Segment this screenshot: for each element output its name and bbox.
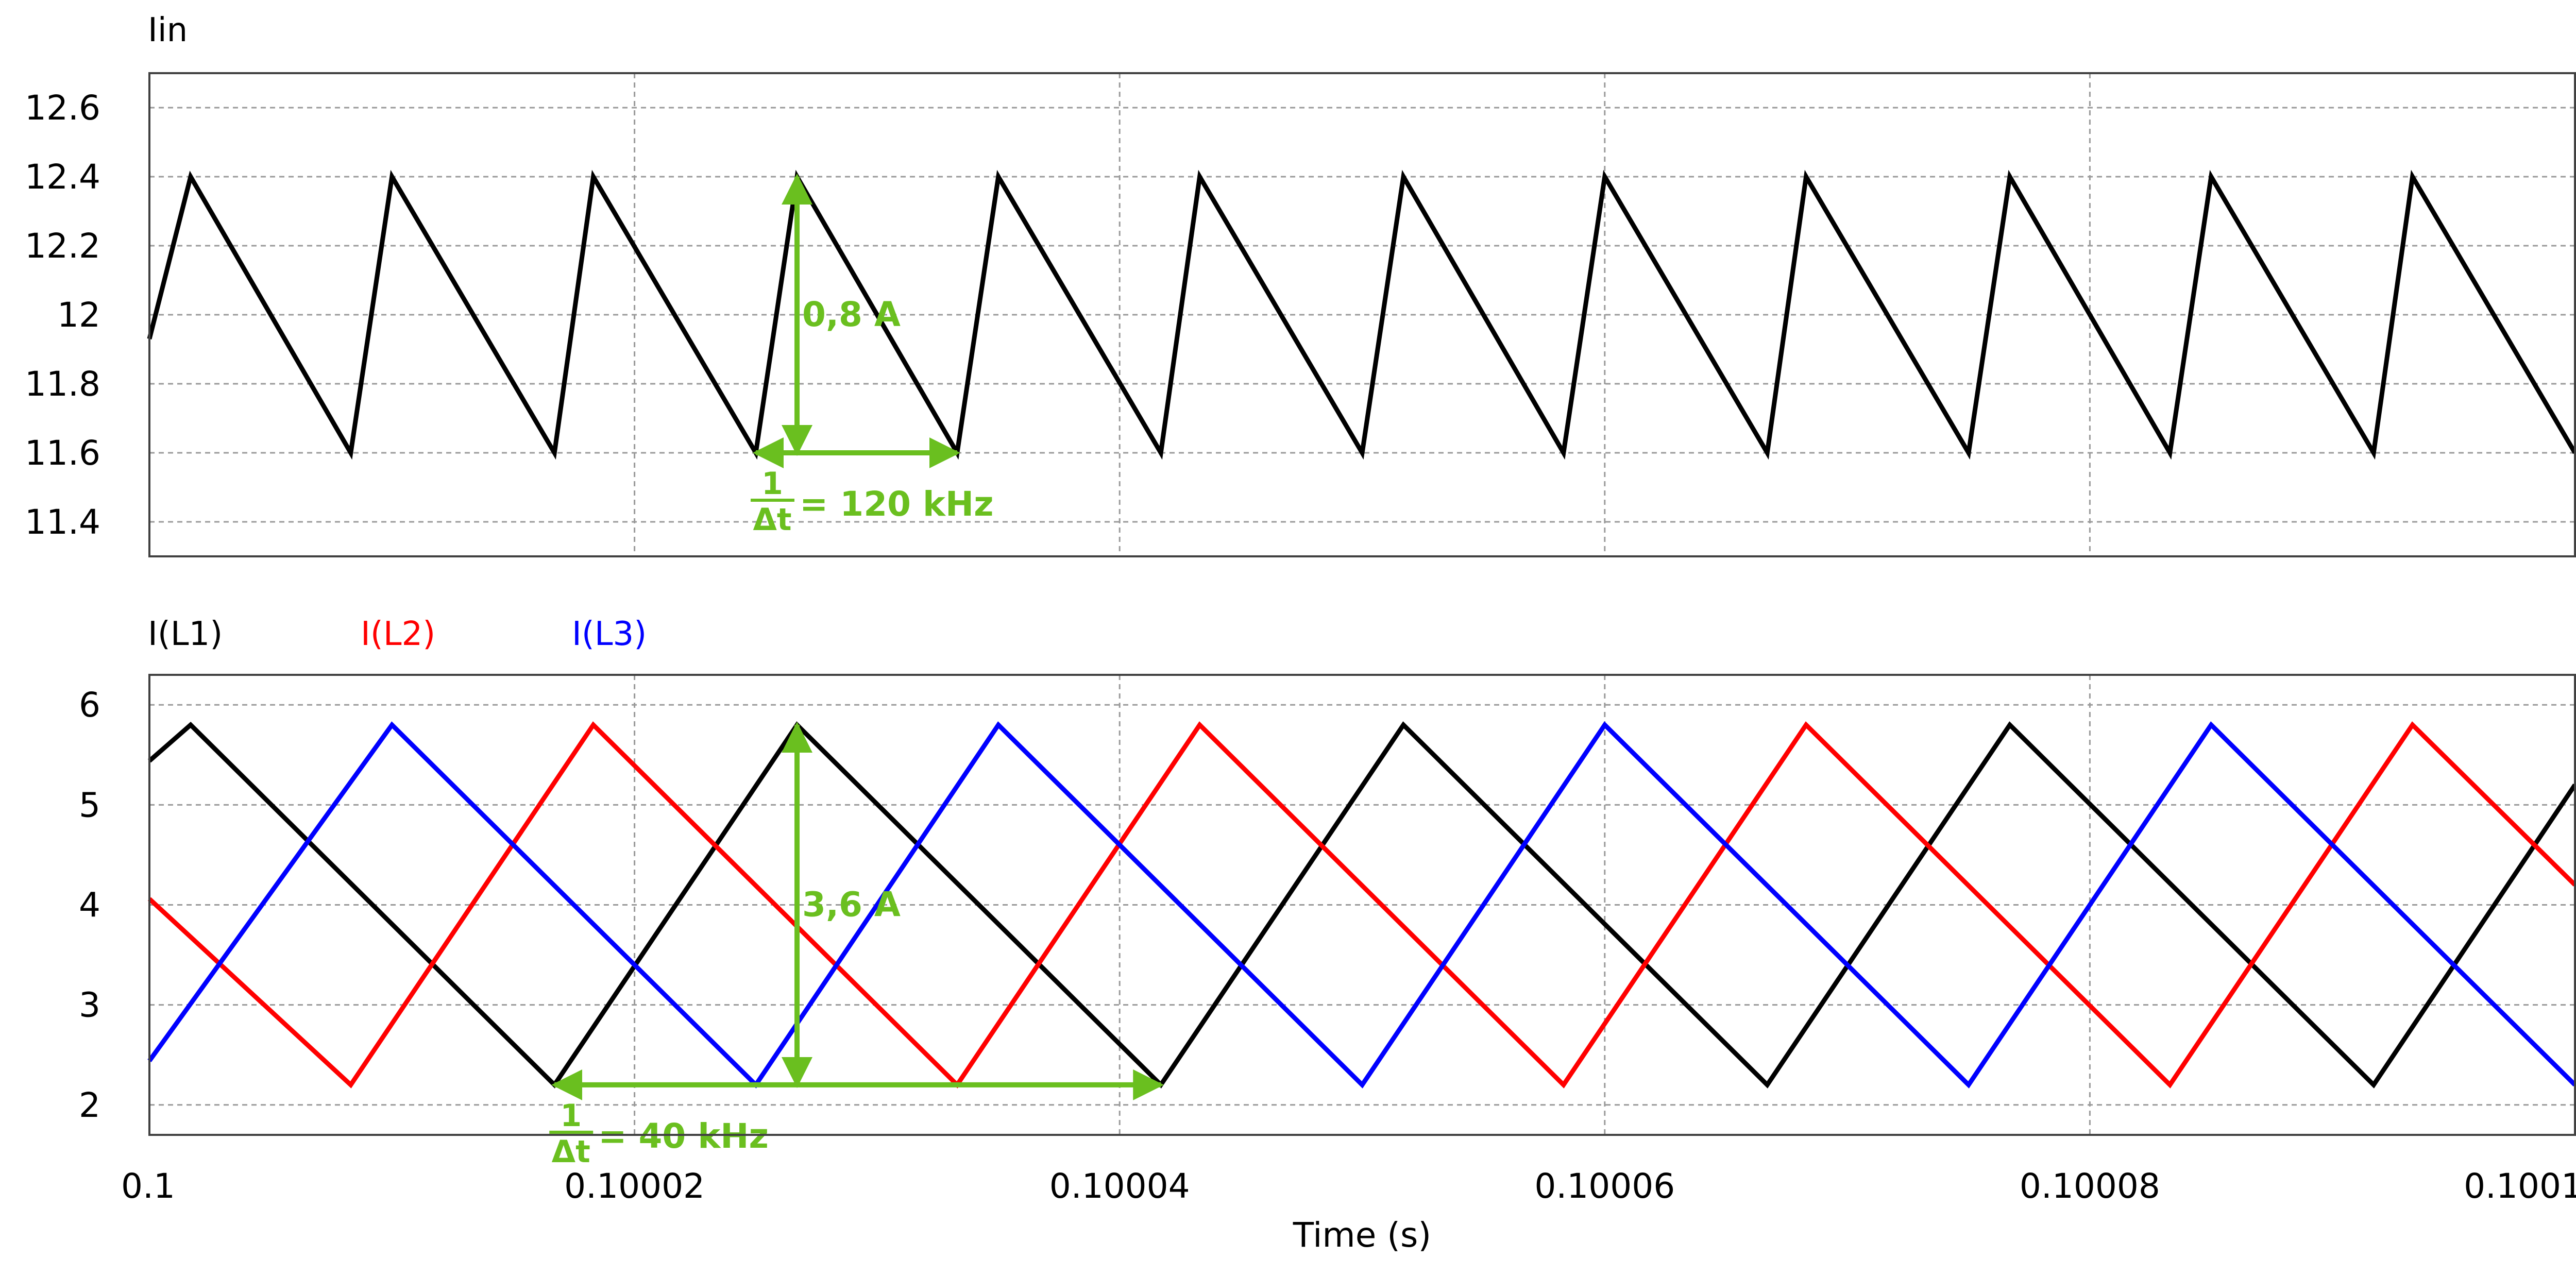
y-tick-label: 12.2: [25, 226, 100, 266]
y-tick-label: 6: [79, 685, 100, 725]
y-tick-label: 11.6: [25, 433, 100, 473]
y-tick-label: 3: [79, 985, 100, 1025]
iin-chart-title: Iin: [148, 11, 188, 49]
legend-item-l3: I(L3): [572, 615, 647, 653]
y-tick-label: 11.4: [25, 502, 100, 542]
currents-y-tick-labels: 2 3 4 5 6: [79, 685, 100, 1125]
y-tick-label: 11.8: [25, 364, 100, 404]
x-tick-label: 0.10004: [1049, 1166, 1190, 1206]
y-tick-label: 12: [57, 295, 100, 335]
currents-plot-frame: [148, 674, 2576, 1136]
fraction-denominator: Δt: [753, 502, 791, 538]
x-tick-label: 0.10002: [564, 1166, 705, 1206]
fraction-numerator: 1: [560, 1098, 582, 1134]
iin-annotations: 0,8 A 1Δt = 120 kHz: [751, 174, 994, 538]
x-tick-label: 0.10006: [1534, 1166, 1675, 1206]
series-line-i-l2-: [147, 721, 2576, 1089]
y-tick-label: 2: [79, 1085, 100, 1125]
amplitude-label: 0,8 A: [802, 295, 901, 334]
fraction-denominator: Δt: [552, 1134, 590, 1170]
legend: I(L1) I(L2) I(L3): [148, 615, 647, 653]
series-line-i-l3-: [147, 721, 2576, 1089]
y-tick-label: 5: [79, 785, 100, 825]
series-line-i-l1-: [148, 721, 2576, 1089]
y-tick-label: 4: [79, 886, 100, 925]
iin-plot-panel: Iin 11.4 11.6 11.8 12 12.2 12.4 12.6 0,8 A 1Δt =…: [25, 11, 2576, 557]
y-tick-label: 12.6: [25, 88, 100, 128]
iin-y-tick-labels: 11.4 11.6 11.8 12 12.2 12.4 12.6: [25, 88, 100, 542]
x-tick-label: 0.1: [121, 1166, 175, 1206]
fraction-numerator: 1: [761, 466, 783, 502]
currents-series-layer: [147, 721, 2576, 1089]
x-axis-label: Time (s): [1293, 1215, 1431, 1255]
iin-plot-frame: [148, 72, 2576, 557]
series-line-iin: [147, 169, 2576, 460]
frequency-label: = 120 kHz: [800, 484, 994, 524]
x-tick-label: 0.1001: [2464, 1166, 2576, 1206]
iin-series-layer: [147, 169, 2576, 460]
currents-gridlines: [148, 675, 2576, 1135]
legend-item-l2: I(L2): [361, 615, 435, 653]
legend-item-l1: I(L1): [148, 615, 223, 653]
iin-gridlines: [148, 73, 2576, 556]
currents-annotations: 3,6 A 1Δt = 40 kHz: [549, 722, 1164, 1170]
y-tick-label: 12.4: [25, 157, 100, 197]
frequency-label: = 40 kHz: [598, 1116, 769, 1156]
x-tick-label: 0.10008: [2020, 1166, 2160, 1206]
amplitude-label: 3,6 A: [802, 885, 901, 925]
x-tick-labels: 0.1 0.10002 0.10004 0.10006 0.10008 0.1001: [121, 1166, 2576, 1206]
inductor-currents-plot-panel: I(L1) I(L2) I(L3) 2 3 4 5 6 0.1 0.10002 0.1000…: [79, 615, 2576, 1255]
